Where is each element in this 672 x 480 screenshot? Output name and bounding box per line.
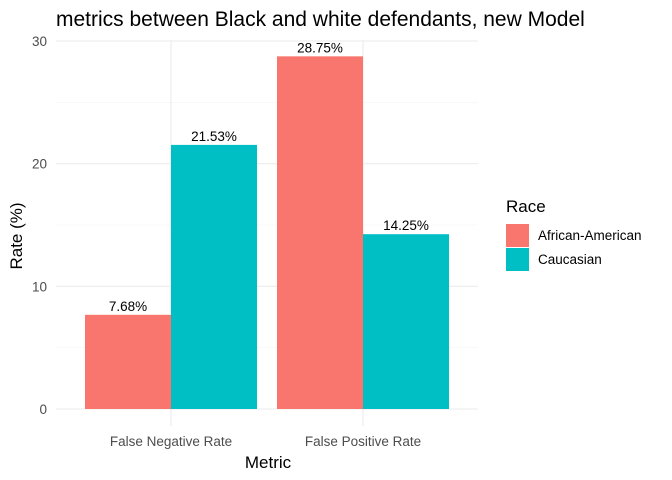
chart-data-labels: 7.68% 21.53% 28.75% 14.25% — [109, 40, 429, 313]
bar-data-label: 28.75% — [297, 40, 343, 55]
x-tick-label: False Negative Rate — [110, 434, 232, 449]
y-tick-label: 10 — [32, 279, 47, 294]
y-tick-label: 0 — [39, 402, 47, 417]
chart-bars — [85, 56, 449, 409]
x-axis-title: Metric — [245, 453, 292, 472]
legend-swatch — [506, 248, 529, 271]
y-axis-ticks: 0 10 20 30 — [32, 34, 47, 417]
legend: Race African-American Caucasian — [506, 197, 642, 271]
bar — [363, 234, 449, 409]
bar-data-label: 14.25% — [383, 218, 429, 233]
y-tick-label: 20 — [32, 157, 47, 172]
legend-title: Race — [506, 197, 546, 216]
y-tick-label: 30 — [32, 34, 47, 49]
bar — [277, 56, 363, 409]
legend-entry-label: African-American — [538, 228, 642, 243]
x-axis-ticks: False Negative Rate False Positive Rate — [110, 434, 421, 449]
legend-swatch — [506, 224, 529, 247]
y-axis-title: Rate (%) — [7, 202, 26, 269]
bar — [171, 144, 257, 409]
bar — [85, 314, 171, 409]
legend-entry-label: Caucasian — [538, 252, 602, 267]
bar-data-label: 21.53% — [191, 129, 237, 144]
x-tick-label: False Positive Rate — [305, 434, 421, 449]
bar-data-label: 7.68% — [109, 299, 147, 314]
chart-title: metrics between Black and white defendan… — [56, 8, 585, 31]
